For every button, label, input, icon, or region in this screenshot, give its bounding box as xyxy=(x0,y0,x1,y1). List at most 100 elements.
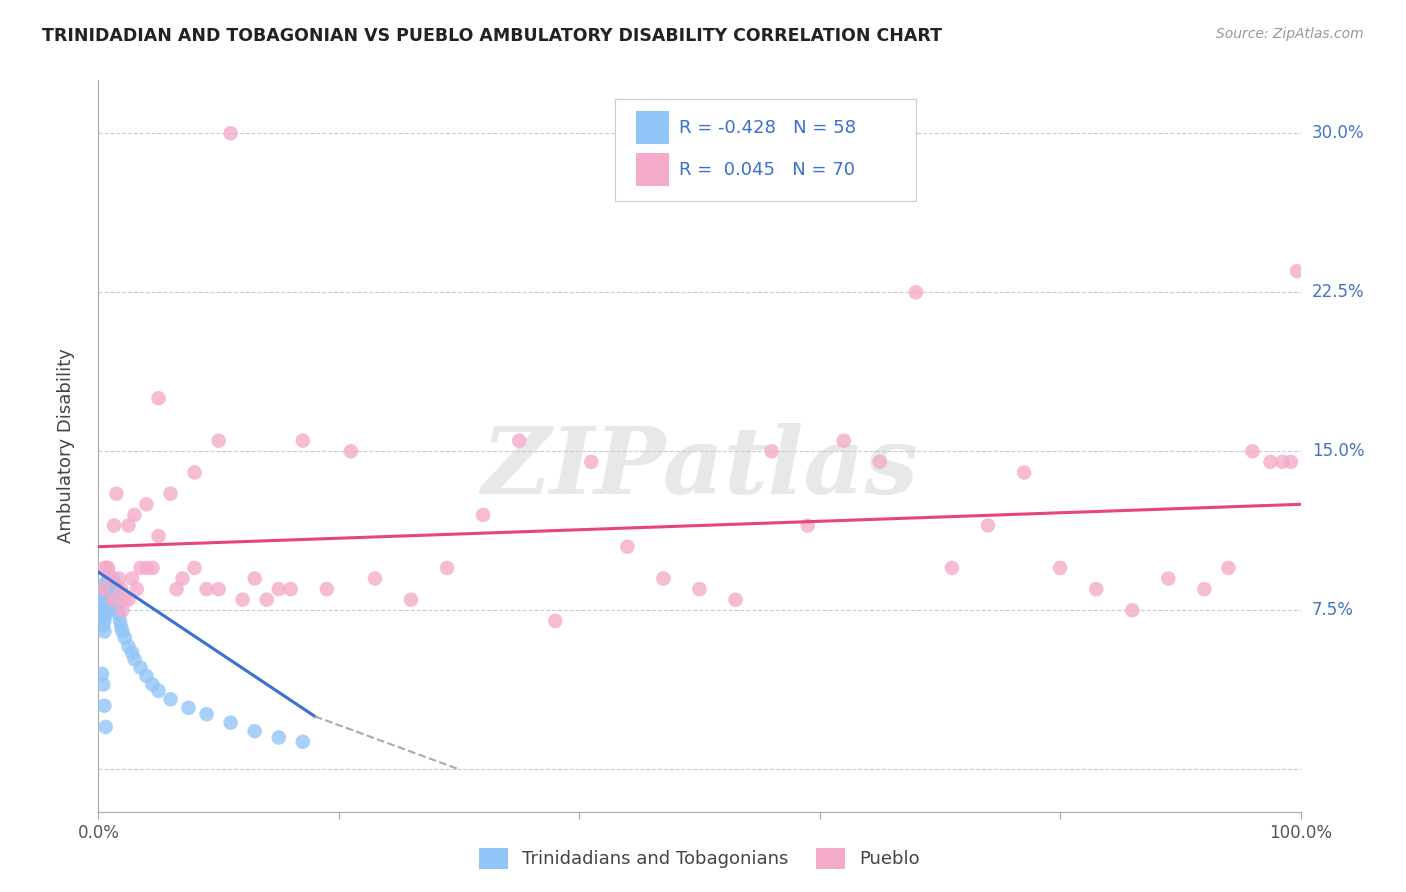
Legend: Trinidadians and Tobagonians, Pueblo: Trinidadians and Tobagonians, Pueblo xyxy=(472,840,927,876)
Point xyxy=(904,285,927,300)
Point xyxy=(267,731,290,745)
Point xyxy=(101,582,124,596)
Point xyxy=(121,646,143,660)
Point xyxy=(108,614,131,628)
Point xyxy=(315,582,337,596)
Point xyxy=(159,692,181,706)
Text: 15.0%: 15.0% xyxy=(1312,442,1364,460)
Point xyxy=(96,582,118,596)
Point xyxy=(148,392,170,406)
Point xyxy=(91,609,114,624)
Point xyxy=(280,582,302,596)
Point xyxy=(97,603,120,617)
Point xyxy=(114,592,136,607)
Point xyxy=(472,508,495,522)
Point xyxy=(1157,572,1180,586)
Point xyxy=(100,572,122,586)
Point xyxy=(652,572,675,586)
Point xyxy=(195,707,218,722)
Point xyxy=(111,603,134,617)
Point xyxy=(117,518,139,533)
Point xyxy=(111,624,134,639)
Point xyxy=(101,572,124,586)
Text: Source: ZipAtlas.com: Source: ZipAtlas.com xyxy=(1216,27,1364,41)
Point xyxy=(121,572,143,586)
Point xyxy=(1241,444,1264,458)
Point xyxy=(141,561,163,575)
Point xyxy=(399,592,422,607)
Point xyxy=(91,597,114,611)
Point xyxy=(1194,582,1216,596)
Point xyxy=(90,603,112,617)
Point xyxy=(941,561,963,575)
Point xyxy=(232,592,254,607)
Text: 22.5%: 22.5% xyxy=(1312,284,1364,301)
Point xyxy=(103,518,125,533)
Point xyxy=(135,561,157,575)
Point xyxy=(129,660,152,674)
FancyBboxPatch shape xyxy=(616,99,915,201)
Point xyxy=(98,589,121,603)
Point xyxy=(93,614,115,628)
Point xyxy=(96,561,118,575)
Point xyxy=(96,592,118,607)
Point xyxy=(91,582,114,596)
Point xyxy=(91,667,114,681)
Point xyxy=(97,582,120,596)
Point xyxy=(110,620,132,634)
Point xyxy=(688,582,710,596)
Point xyxy=(93,601,115,615)
Point xyxy=(1279,455,1302,469)
Point xyxy=(219,126,242,140)
Point xyxy=(616,540,638,554)
Text: R = -0.428   N = 58: R = -0.428 N = 58 xyxy=(679,119,856,136)
Point xyxy=(104,586,127,600)
Point xyxy=(977,518,1000,533)
Point xyxy=(195,582,218,596)
Text: ZIPatlas: ZIPatlas xyxy=(481,423,918,513)
Point xyxy=(436,561,458,575)
Point xyxy=(869,455,891,469)
Point xyxy=(125,582,148,596)
Point xyxy=(581,455,603,469)
Point xyxy=(94,607,117,622)
Point xyxy=(91,618,114,632)
Point xyxy=(166,582,188,596)
Point xyxy=(97,572,120,586)
Point xyxy=(508,434,530,448)
Bar xyxy=(636,153,669,186)
Point xyxy=(761,444,783,458)
Point xyxy=(1260,455,1282,469)
Text: 7.5%: 7.5% xyxy=(1312,601,1354,619)
Y-axis label: Ambulatory Disability: Ambulatory Disability xyxy=(56,349,75,543)
Point xyxy=(177,701,200,715)
Point xyxy=(148,529,170,543)
Point xyxy=(724,592,747,607)
Text: TRINIDADIAN AND TOBAGONIAN VS PUEBLO AMBULATORY DISABILITY CORRELATION CHART: TRINIDADIAN AND TOBAGONIAN VS PUEBLO AMB… xyxy=(42,27,942,45)
Point xyxy=(100,592,122,607)
Point xyxy=(100,586,122,600)
Point xyxy=(1085,582,1108,596)
Point xyxy=(94,575,117,590)
Point xyxy=(93,589,115,603)
Point xyxy=(100,569,122,583)
Point xyxy=(148,684,170,698)
Point xyxy=(93,561,115,575)
Text: 30.0%: 30.0% xyxy=(1312,124,1364,143)
Point xyxy=(96,603,118,617)
Point xyxy=(243,724,266,739)
Point xyxy=(340,444,363,458)
Point xyxy=(108,572,131,586)
Point xyxy=(135,497,157,511)
Point xyxy=(1012,466,1035,480)
Point xyxy=(832,434,855,448)
Point xyxy=(256,592,278,607)
Text: R =  0.045   N = 70: R = 0.045 N = 70 xyxy=(679,161,855,178)
Point xyxy=(110,582,132,596)
Point xyxy=(105,597,128,611)
Point xyxy=(544,614,567,628)
Point xyxy=(94,597,117,611)
Point xyxy=(100,575,122,590)
Point xyxy=(117,640,139,654)
Point xyxy=(141,677,163,691)
